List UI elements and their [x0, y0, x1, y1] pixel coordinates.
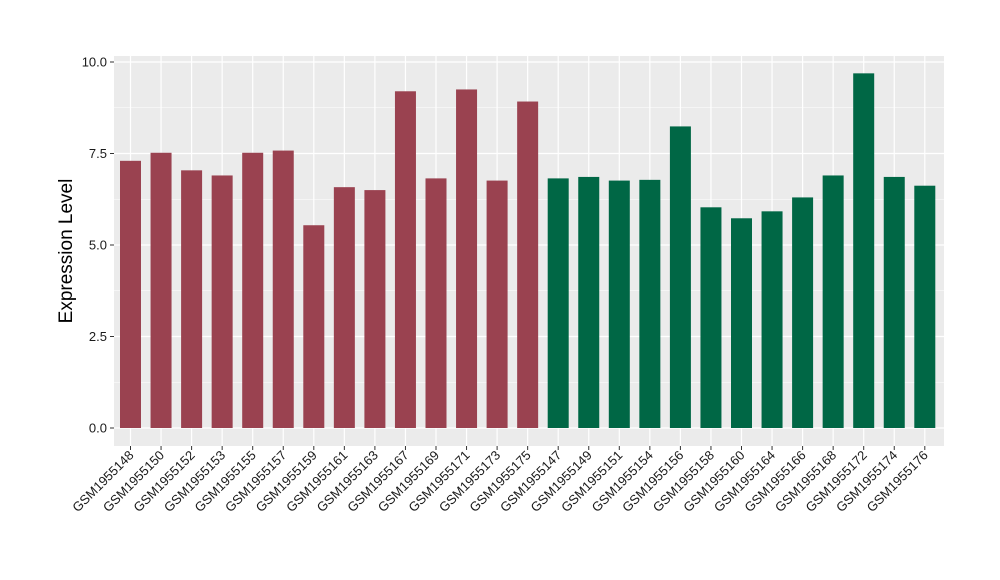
bar-GSM1955175: [517, 101, 539, 428]
bar-GSM1955150: [150, 152, 172, 428]
bar-GSM1955158: [700, 207, 722, 428]
bar-GSM1955164: [761, 211, 783, 428]
bar-GSM1955161: [333, 187, 355, 428]
y-tick-label: 2.5: [89, 329, 107, 344]
bar-GSM1955147: [547, 178, 569, 428]
bar-GSM1955149: [578, 176, 600, 428]
bar-GSM1955157: [272, 150, 294, 428]
bar-GSM1955174: [883, 176, 905, 428]
bar-GSM1955148: [120, 160, 141, 428]
bar-GSM1955173: [486, 180, 508, 428]
bar-GSM1955172: [853, 73, 875, 428]
bars: [120, 73, 936, 428]
bar-GSM1955155: [242, 152, 264, 428]
bar-GSM1955152: [181, 170, 203, 428]
x-axis: GSM1955148GSM1955150GSM1955152GSM1955153…: [69, 446, 931, 515]
bar-GSM1955154: [639, 179, 661, 428]
bar-GSM1955153: [211, 175, 233, 428]
bar-GSM1955167: [394, 91, 416, 428]
bar-GSM1955176: [914, 185, 936, 428]
y-axis: 0.0 2.5 5.0 7.5 10.0: [82, 55, 114, 436]
bar-GSM1955166: [792, 197, 814, 428]
bar-GSM1955168: [822, 175, 844, 428]
bar-GSM1955163: [364, 190, 386, 428]
bar-GSM1955171: [456, 89, 478, 428]
bar-GSM1955151: [608, 180, 630, 428]
y-tick-label: 0.0: [89, 421, 107, 436]
bar-GSM1955160: [731, 218, 752, 428]
bar-GSM1955156: [669, 126, 691, 428]
y-axis-title: Expression Level: [56, 179, 77, 324]
bar-GSM1955169: [425, 178, 447, 428]
y-tick-label: 10.0: [82, 55, 107, 70]
y-tick-label: 5.0: [89, 238, 107, 253]
bar-GSM1955159: [303, 225, 325, 428]
y-tick-label: 7.5: [89, 146, 107, 161]
